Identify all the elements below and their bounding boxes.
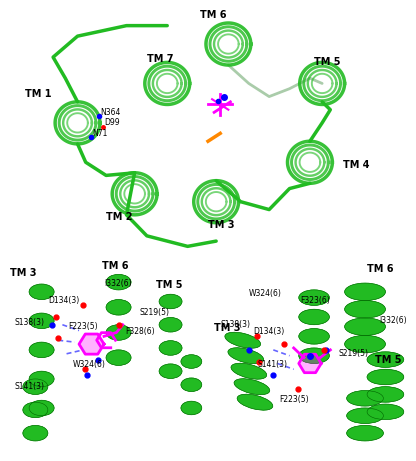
Ellipse shape [29,371,54,387]
Ellipse shape [29,313,54,329]
Text: TM 4: TM 4 [342,160,369,170]
Ellipse shape [181,378,202,391]
Ellipse shape [106,350,131,366]
Text: I332(6): I332(6) [379,316,407,325]
Text: N71: N71 [92,129,107,138]
Ellipse shape [181,401,202,415]
Text: S138(3): S138(3) [220,319,250,329]
Text: F323(6): F323(6) [300,296,329,306]
Text: D134(3): D134(3) [48,296,79,306]
Ellipse shape [347,426,384,441]
Text: I332(6): I332(6) [104,279,131,288]
Text: S219(5): S219(5) [139,308,169,317]
Text: F223(5): F223(5) [280,395,309,404]
Polygon shape [79,334,104,354]
Ellipse shape [228,348,264,364]
Ellipse shape [159,341,182,355]
Text: TM 1: TM 1 [25,89,51,99]
Ellipse shape [299,348,329,363]
Ellipse shape [23,426,48,441]
Text: S141(3): S141(3) [15,382,45,390]
Text: TM 3: TM 3 [214,323,241,332]
Ellipse shape [299,309,329,325]
Text: S138(3): S138(3) [15,318,45,327]
Text: D99: D99 [104,118,120,128]
Text: TM 3: TM 3 [208,220,235,230]
Ellipse shape [106,300,131,315]
Text: W324(6): W324(6) [73,361,106,369]
Ellipse shape [344,318,385,336]
Ellipse shape [29,400,54,416]
Text: TM 7: TM 7 [147,54,173,65]
Ellipse shape [159,364,182,378]
Text: F223(5): F223(5) [69,322,98,331]
Ellipse shape [367,369,404,385]
Ellipse shape [237,394,273,410]
Ellipse shape [299,329,329,344]
Text: N364: N364 [100,108,120,117]
Ellipse shape [29,284,54,300]
Text: TM 5: TM 5 [375,355,402,366]
Text: TM 6: TM 6 [200,10,226,20]
Ellipse shape [231,363,267,379]
Text: TM 3: TM 3 [10,268,37,278]
Text: S141(3): S141(3) [257,361,287,369]
Ellipse shape [181,355,202,368]
Ellipse shape [367,352,404,367]
Text: TM 6: TM 6 [367,265,394,274]
Ellipse shape [159,294,182,309]
Ellipse shape [225,332,260,348]
Text: TM 6: TM 6 [102,260,129,271]
Ellipse shape [347,390,384,406]
Ellipse shape [29,342,54,358]
Ellipse shape [106,325,131,340]
Text: S219(5): S219(5) [339,349,369,358]
Ellipse shape [299,290,329,305]
Ellipse shape [367,404,404,420]
Ellipse shape [234,379,270,395]
Ellipse shape [367,387,404,402]
Ellipse shape [23,379,48,395]
Ellipse shape [23,402,48,418]
Text: D134(3): D134(3) [253,327,284,337]
Polygon shape [299,354,321,372]
Ellipse shape [344,283,385,301]
Ellipse shape [159,318,182,332]
Ellipse shape [106,274,131,290]
Text: TM 5: TM 5 [156,280,183,290]
Ellipse shape [344,336,385,353]
Text: W324(6): W324(6) [249,289,282,298]
Text: F328(6): F328(6) [125,327,154,337]
Ellipse shape [347,408,384,424]
Ellipse shape [344,301,385,318]
Text: TM 2: TM 2 [106,212,133,222]
Text: TM 5: TM 5 [314,57,341,67]
